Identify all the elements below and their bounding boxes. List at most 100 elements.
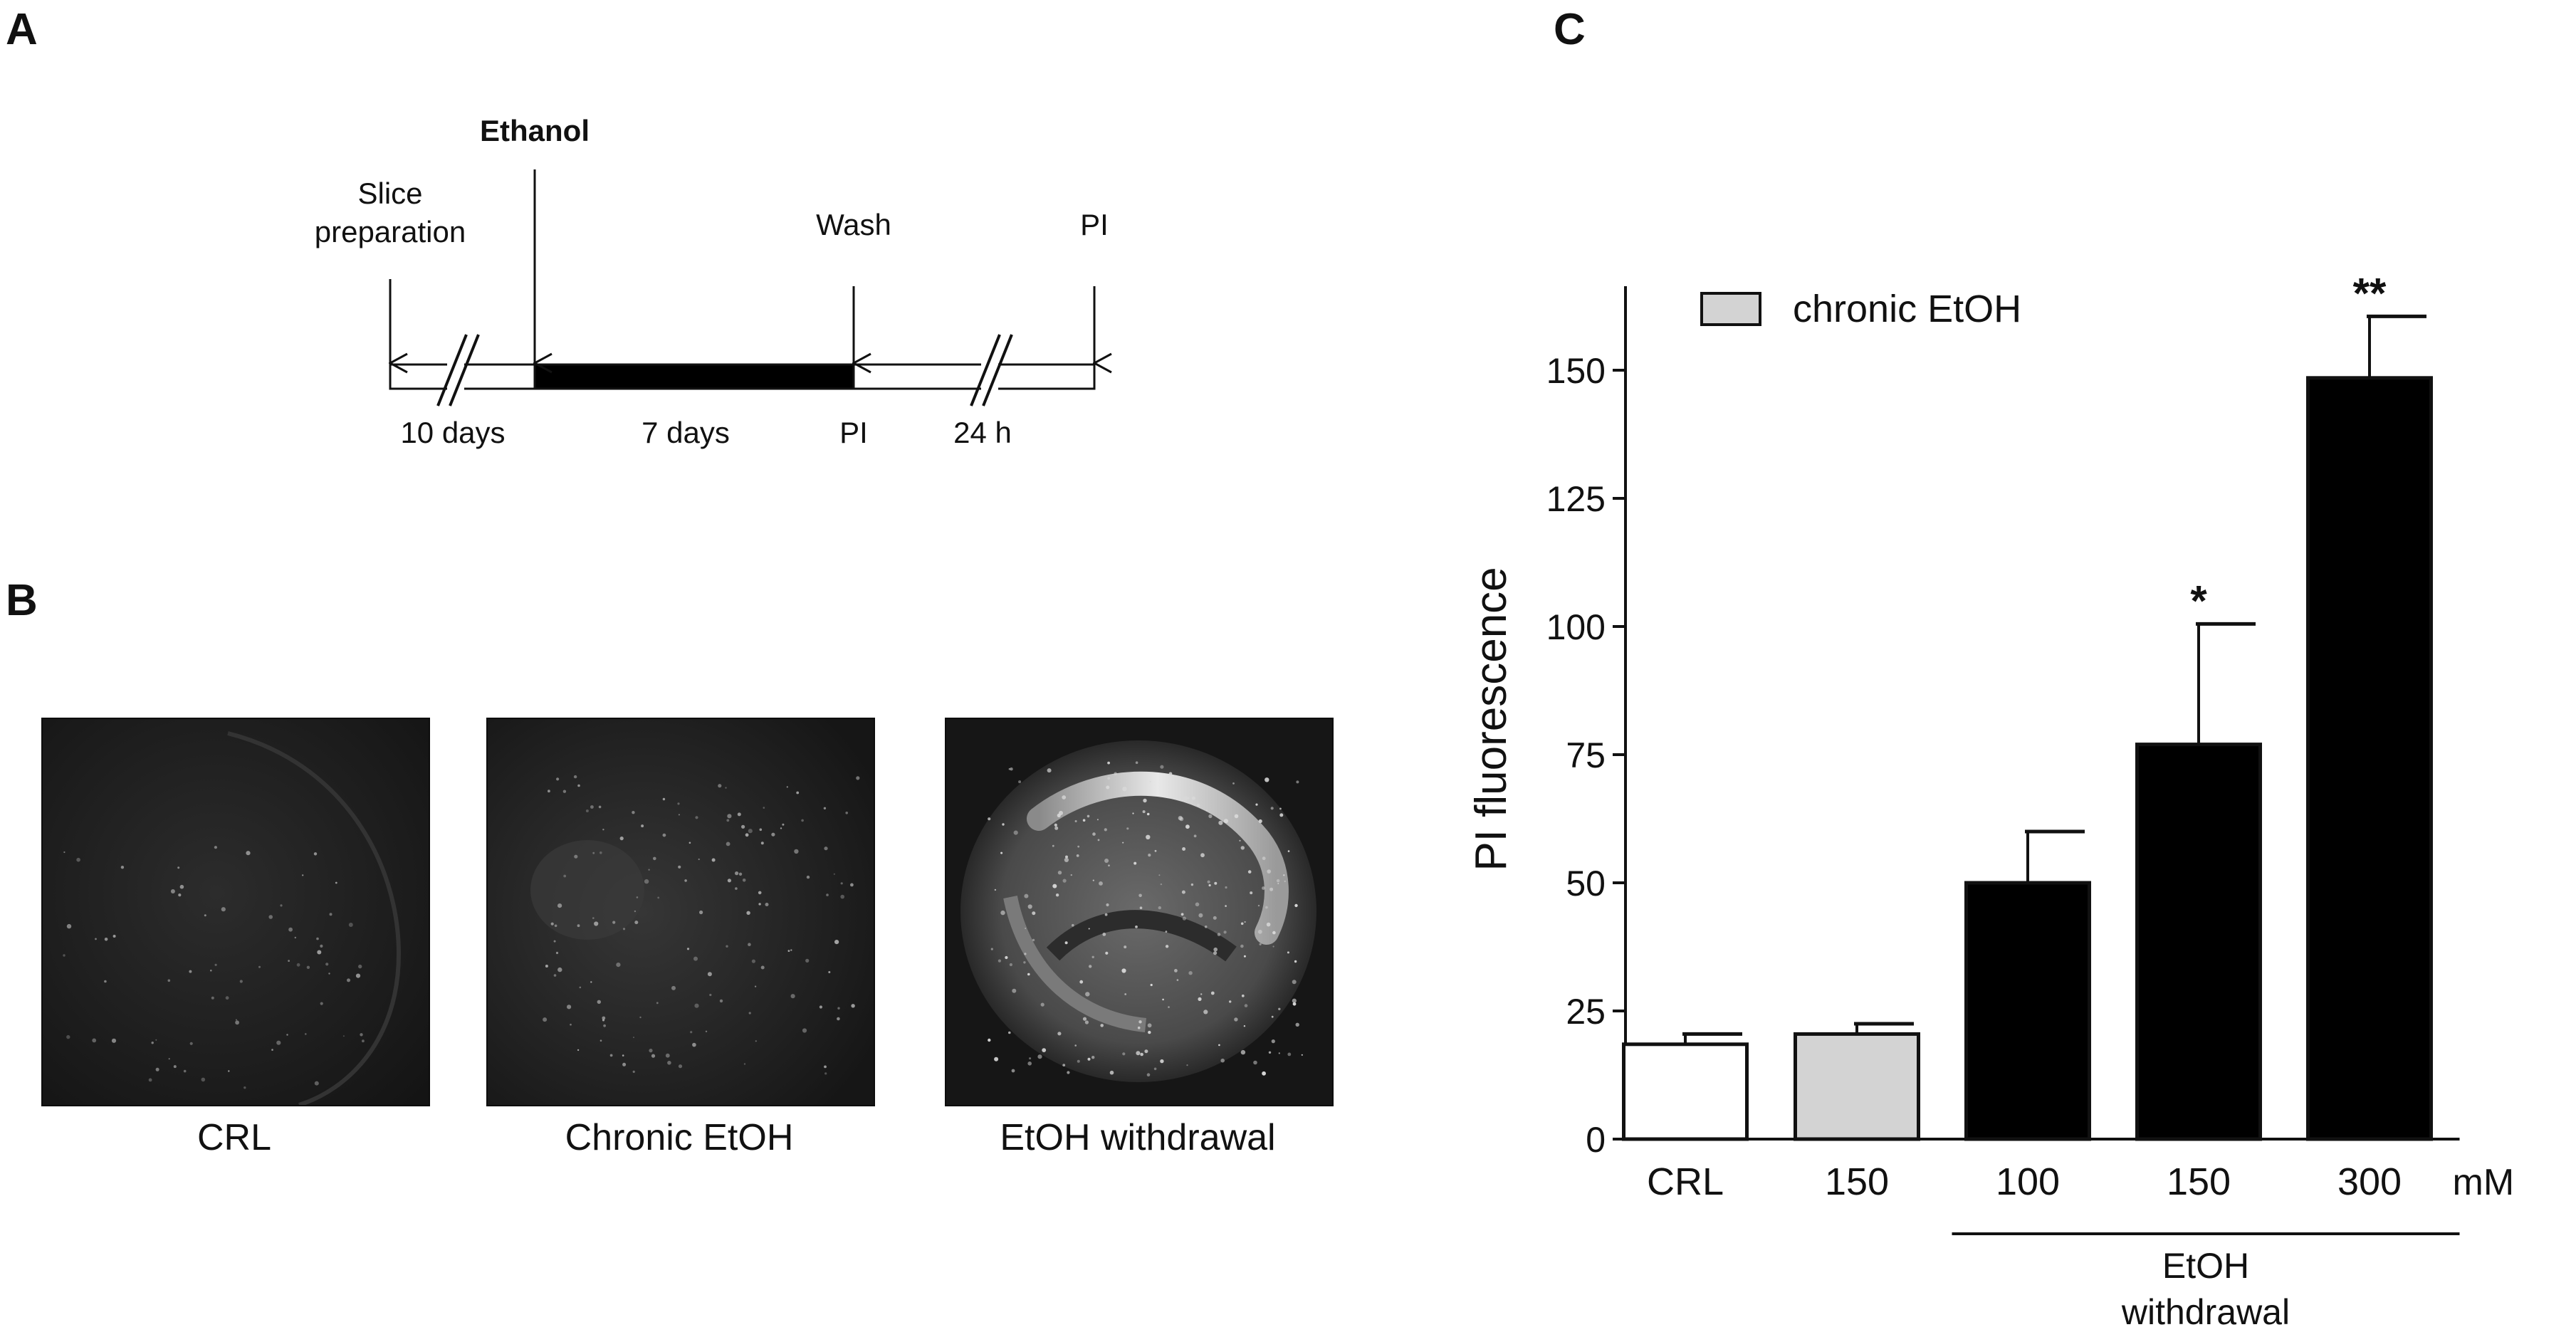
- cell-dot: [758, 903, 761, 906]
- cell-dot: [639, 1016, 642, 1019]
- cell-dot: [1074, 820, 1077, 822]
- cell-dot: [1104, 859, 1109, 863]
- cell-dot: [590, 981, 592, 983]
- cell-dot: [553, 974, 557, 977]
- pi-end-label: PI: [1080, 208, 1109, 241]
- cell-dot: [1002, 823, 1005, 826]
- cell-dot: [760, 965, 765, 970]
- cell-dot: [151, 1042, 154, 1044]
- cell-dot: [594, 921, 599, 926]
- cell-dot: [1136, 1051, 1141, 1056]
- cell-dot: [1135, 926, 1138, 928]
- cell-dot: [1023, 961, 1026, 964]
- h24-label: 24 h: [953, 416, 1012, 449]
- cell-dot: [168, 1058, 170, 1060]
- y-tick-label: 75: [1566, 735, 1606, 775]
- cell-dot: [1057, 1032, 1062, 1036]
- cell-dot: [1109, 1070, 1114, 1075]
- cell-dot: [1181, 890, 1185, 894]
- cell-dot: [1292, 980, 1297, 985]
- cell-dot: [1147, 1023, 1152, 1028]
- cell-dot: [95, 938, 97, 940]
- cell-dot: [695, 816, 698, 819]
- cell-dot: [1268, 1051, 1272, 1054]
- cell-dot: [1278, 1052, 1280, 1054]
- cell-dot: [214, 963, 217, 966]
- cell-dot: [690, 1031, 693, 1034]
- cell-dot: [856, 776, 860, 780]
- cell-dot: [1032, 911, 1036, 916]
- cell-dot: [790, 949, 792, 951]
- cell-dot: [1082, 819, 1086, 822]
- cell-dot: [1146, 834, 1151, 839]
- cell-dot: [634, 910, 637, 913]
- cell-dot: [1008, 1031, 1011, 1034]
- cell-dot: [1165, 945, 1169, 948]
- cell-dot: [602, 1016, 606, 1020]
- cell-dot: [1200, 993, 1203, 995]
- timeline-break-1: [436, 334, 480, 407]
- cell-dot: [1243, 1025, 1246, 1027]
- cell-dot: [167, 979, 171, 982]
- cell-dot: [612, 921, 616, 924]
- cell-dot: [1005, 955, 1008, 960]
- cell-dots-withdrawal: [988, 761, 1303, 1076]
- cell-dot: [597, 1000, 601, 1004]
- cell-dot: [1027, 904, 1032, 909]
- cell-dot: [258, 965, 261, 968]
- cell-dot: [1301, 1054, 1303, 1056]
- cell-dot: [1243, 955, 1246, 958]
- cell-dot: [1205, 809, 1208, 812]
- cell-dot: [1052, 844, 1054, 847]
- cell-dot: [557, 903, 562, 908]
- cell-dot: [306, 965, 310, 969]
- cell-dot: [1262, 1071, 1266, 1076]
- cell-dot: [649, 1049, 653, 1053]
- cell-dot: [828, 971, 831, 973]
- cell-dot: [657, 896, 660, 899]
- cell-dot: [1013, 830, 1018, 835]
- cell-dot: [246, 851, 251, 856]
- cell-dot: [592, 917, 595, 919]
- cell-dot: [727, 814, 732, 819]
- bar-4: [2306, 376, 2433, 1141]
- cell-dot: [316, 937, 319, 940]
- cell-dot: [1139, 906, 1143, 909]
- cell-dot: [1244, 921, 1246, 923]
- cell-dot: [1179, 817, 1184, 822]
- cell-dot: [737, 812, 741, 817]
- cell-dot: [1105, 951, 1109, 955]
- cell-dot: [1032, 938, 1035, 942]
- cell-dot: [288, 927, 293, 932]
- cell-dot: [656, 1002, 659, 1005]
- cell-dot: [667, 1061, 671, 1065]
- cell-dot: [600, 851, 602, 854]
- cell-dot: [782, 823, 785, 826]
- cell-dot: [214, 846, 217, 849]
- cell-dot: [725, 787, 727, 789]
- cell-dot: [765, 903, 769, 906]
- cell-dot: [314, 1081, 319, 1086]
- cell-dot: [1062, 879, 1067, 883]
- cell-dot: [735, 871, 739, 876]
- cell-dot: [92, 1038, 97, 1043]
- cell-dot: [1064, 857, 1069, 862]
- cell-dot: [63, 954, 66, 957]
- cell-dot: [1160, 1059, 1164, 1064]
- cell-dot: [1029, 1057, 1032, 1060]
- cell-dot: [1102, 933, 1106, 936]
- caption-etoh-withdrawal: EtOH withdrawal: [1000, 1117, 1276, 1158]
- caption-crl: CRL: [197, 1117, 272, 1158]
- y-tick-label: 100: [1546, 607, 1606, 647]
- cell-dot: [235, 1019, 237, 1021]
- cell-dot: [726, 819, 730, 822]
- cell-dot: [1027, 1061, 1032, 1066]
- cell-dot: [1198, 913, 1203, 918]
- cell-dot: [990, 948, 993, 950]
- cell-dot: [555, 951, 559, 955]
- cell-dot: [342, 1035, 345, 1037]
- panel-label-a: A: [6, 5, 38, 54]
- cell-dot: [787, 950, 790, 952]
- cell-dot: [268, 915, 273, 919]
- cell-dot: [305, 1033, 307, 1035]
